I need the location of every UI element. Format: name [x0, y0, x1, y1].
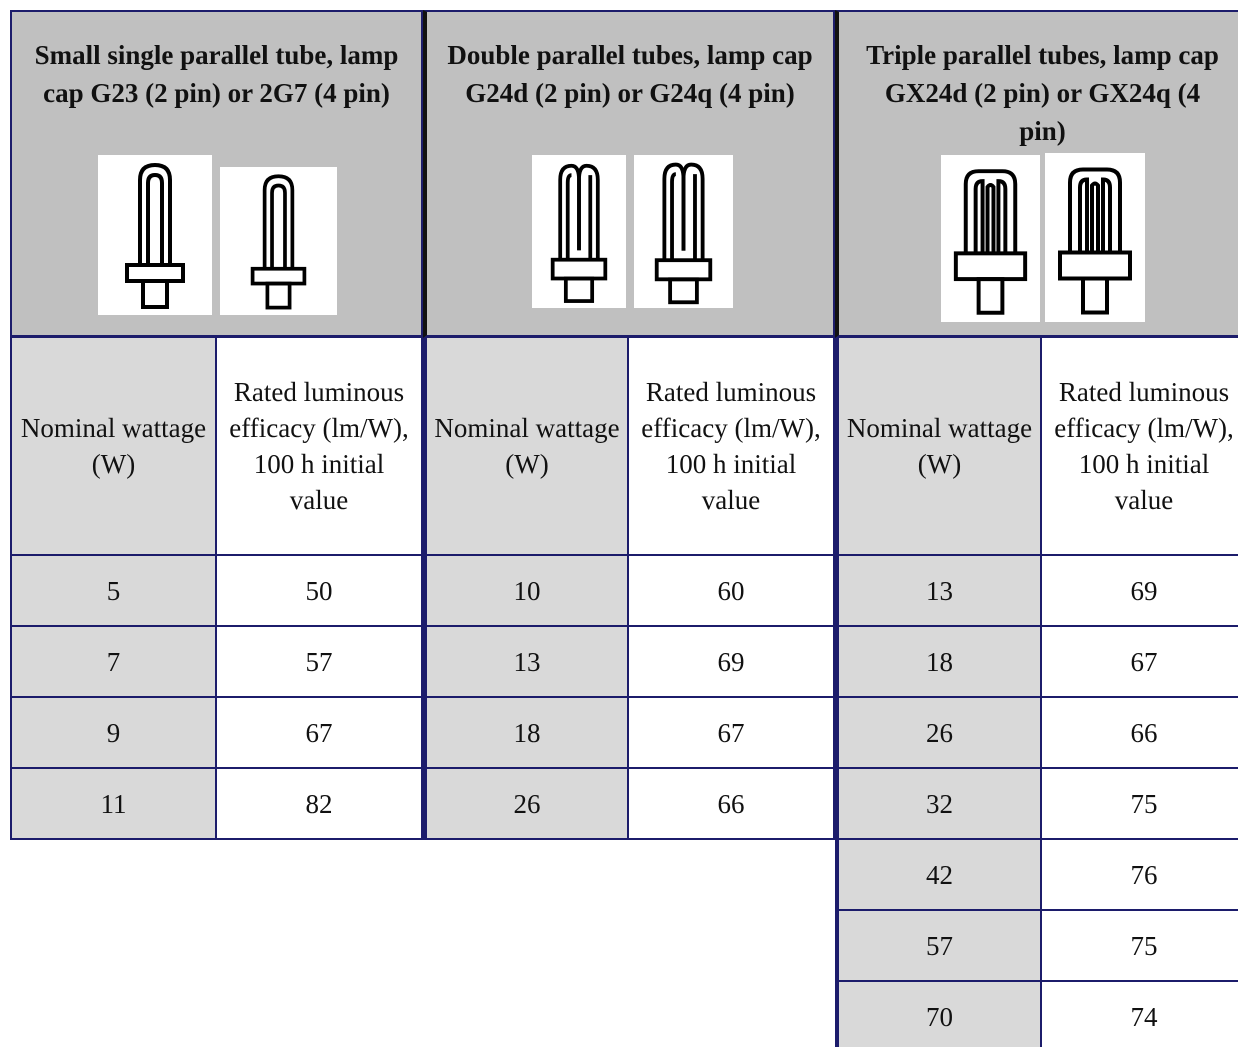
column-header: Nominal wattage (W): [835, 338, 1042, 556]
efficacy-cell: 67: [217, 698, 423, 769]
wattage-cell: 9: [10, 698, 217, 769]
lamp-table: Small single parallel tube, lamp cap G23…: [0, 0, 1238, 1047]
column-header: Nominal wattage (W): [423, 338, 629, 556]
efficacy-cell: 69: [1042, 556, 1238, 627]
efficacy-cell: 60: [629, 556, 835, 627]
wattage-cell: 18: [835, 627, 1042, 698]
lamp-image: [634, 155, 733, 308]
wattage-cell: 26: [835, 698, 1042, 769]
column-header: Rated luminous efficacy (lm/W), 100 h in…: [629, 338, 835, 556]
efficacy-cell: 50: [217, 556, 423, 627]
wattage-cell: 32: [835, 769, 1042, 840]
wattage-cell: 13: [835, 556, 1042, 627]
efficacy-cell: 67: [1042, 627, 1238, 698]
wattage-cell: 11: [10, 769, 217, 840]
lamp-image: [220, 167, 337, 315]
lamp-image: [532, 155, 626, 308]
lamp-image: [1045, 153, 1145, 322]
efficacy-cell: 66: [629, 769, 835, 840]
wattage-cell: 13: [423, 627, 629, 698]
efficacy-cell: 76: [1042, 840, 1238, 911]
column-header: Nominal wattage (W): [10, 338, 217, 556]
efficacy-cell: 57: [217, 627, 423, 698]
wattage-cell: 42: [835, 840, 1042, 911]
efficacy-cell: 66: [1042, 698, 1238, 769]
efficacy-cell: 82: [217, 769, 423, 840]
wattage-cell: 26: [423, 769, 629, 840]
efficacy-cell: 75: [1042, 911, 1238, 982]
wattage-cell: 70: [835, 982, 1042, 1047]
wattage-cell: 57: [835, 911, 1042, 982]
group-title: Small single parallel tube, lamp cap G23…: [10, 10, 423, 338]
lamp-image: [98, 155, 212, 315]
wattage-cell: 7: [10, 627, 217, 698]
group-title: Double parallel tubes, lamp cap G24d (2 …: [423, 10, 835, 338]
efficacy-cell: 75: [1042, 769, 1238, 840]
wattage-cell: 10: [423, 556, 629, 627]
wattage-cell: 5: [10, 556, 217, 627]
column-header: Rated luminous efficacy (lm/W), 100 h in…: [1042, 338, 1238, 556]
efficacy-cell: 67: [629, 698, 835, 769]
efficacy-cell: 69: [629, 627, 835, 698]
column-header: Rated luminous efficacy (lm/W), 100 h in…: [217, 338, 423, 556]
efficacy-cell: 74: [1042, 982, 1238, 1047]
lamp-image: [941, 155, 1040, 322]
wattage-cell: 18: [423, 698, 629, 769]
